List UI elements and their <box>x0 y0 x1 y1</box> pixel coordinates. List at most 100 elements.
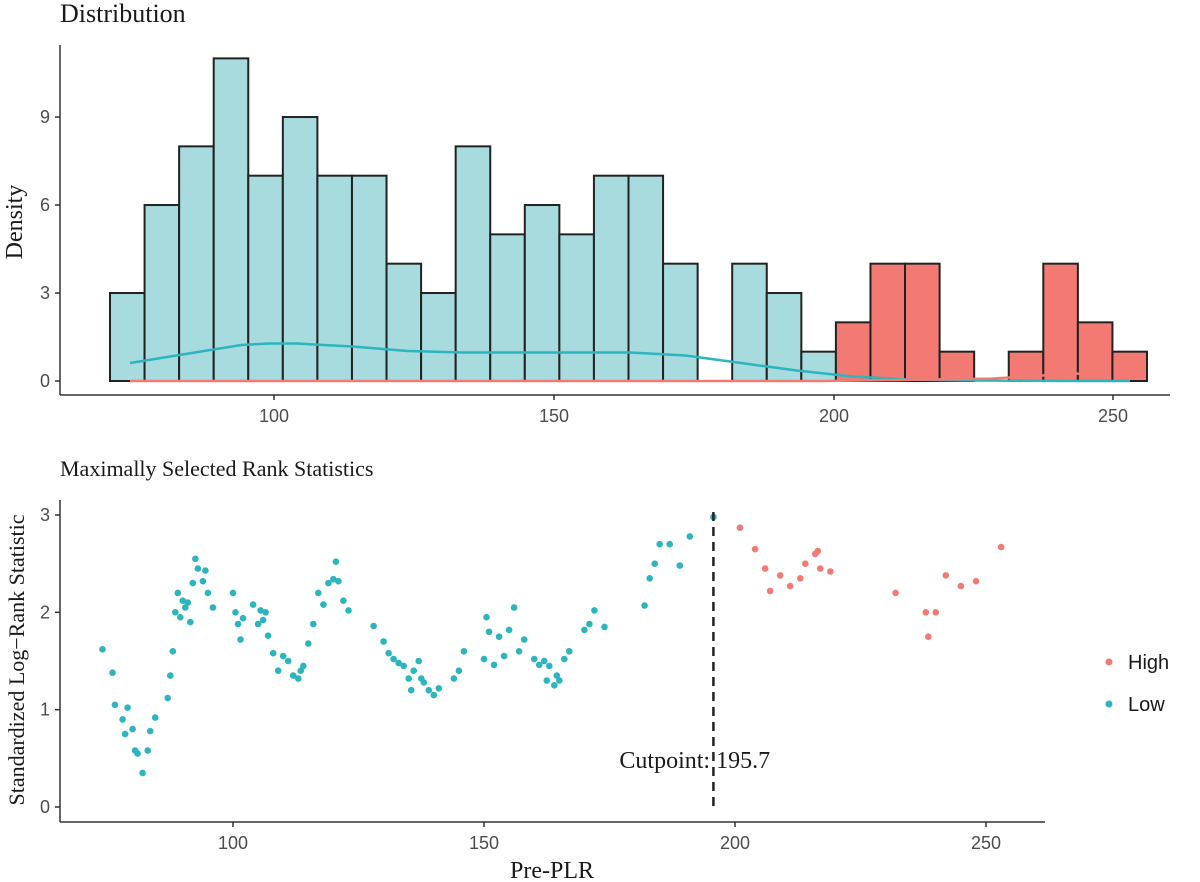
scatter-point-low-70 <box>420 679 428 686</box>
scatter-point-low-100 <box>601 623 608 631</box>
distribution-y-tick-label: 3 <box>40 283 50 303</box>
rank-statistics-panel: Maximally Selected Rank Statistics Stand… <box>4 456 1169 882</box>
scatter-point-low-97 <box>581 626 588 634</box>
scatter-point-low-62 <box>390 655 397 663</box>
cutpoint-marker: Cutpoint: 195.7 <box>619 512 770 810</box>
scatter-point-low-46 <box>295 675 302 682</box>
scatter-point-low-51 <box>315 589 322 597</box>
legend-label-low: Low <box>1128 694 1165 716</box>
scatter-point-low-24 <box>192 555 199 563</box>
scatter-point-low-57 <box>340 597 347 604</box>
scatter-point-low-67 <box>410 667 418 674</box>
scatter-point-low-93 <box>553 672 561 679</box>
rank-statistics-x-tick-label: 100 <box>218 833 248 853</box>
scatter-point-low-32 <box>234 620 242 628</box>
scatter-point-low-94 <box>556 677 563 684</box>
scatter-point-low-36 <box>254 620 262 628</box>
scatter-point-low-105 <box>666 540 673 548</box>
legend-key-low <box>1105 700 1113 708</box>
scatter-point-low-38 <box>259 616 267 624</box>
scatter-point-high-19 <box>997 543 1005 551</box>
scatter-point-low-41 <box>269 649 277 657</box>
rank-statistics-y-tick-label: 2 <box>40 602 50 622</box>
scatter-point-low-101 <box>641 602 648 609</box>
scatter-point-low-76 <box>460 648 468 655</box>
scatter-point-low-34 <box>239 614 247 622</box>
scatter-point-high-3 <box>766 587 774 595</box>
scatter-point-low-92 <box>551 682 558 689</box>
distribution-x-tick-label: 100 <box>259 406 289 426</box>
scatter-point-low-52 <box>320 601 327 608</box>
scatter-point-low-20 <box>182 604 189 611</box>
scatter-point-low-0 <box>99 646 106 653</box>
scatter-point-low-106 <box>676 562 684 569</box>
scatter-point-low-102 <box>646 575 653 582</box>
distribution-panel: Distribution Density 0 3 6 9 100 150 200 250 <box>2 0 1170 426</box>
scatter-point-low-79 <box>485 628 493 636</box>
scatter-point-low-77 <box>480 655 488 663</box>
rank-statistics-y-tick-label: 1 <box>40 700 50 720</box>
scatter-point-high-7 <box>802 560 809 567</box>
scatter-point-low-54 <box>330 575 337 583</box>
scatter-point-high-5 <box>786 582 794 590</box>
scatter-point-low-86 <box>520 636 528 643</box>
scatter-point-low-72 <box>430 691 438 699</box>
histogram-bar-low-14 <box>592 174 630 382</box>
scatter-point-low-71 <box>425 686 433 694</box>
scatter-point-low-43 <box>279 652 287 660</box>
scatter-point-high-11 <box>827 568 834 575</box>
scatter-point-low-104 <box>656 540 663 548</box>
scatter-point-low-81 <box>495 633 503 640</box>
scatter-point-low-35 <box>249 601 257 608</box>
scatter-point-low-30 <box>229 589 237 597</box>
scatter-point-low-13 <box>164 694 171 702</box>
histogram-bar-high-3 <box>938 350 976 383</box>
distribution-title: Distribution <box>60 0 186 28</box>
histogram-bar-low-3 <box>212 57 250 383</box>
scatter-point-low-33 <box>237 636 244 643</box>
scatter-point-low-82 <box>500 652 508 660</box>
histogram-bar-low-12 <box>523 204 561 382</box>
scatter-point-low-16 <box>172 609 179 616</box>
scatter-point-low-5 <box>124 704 131 711</box>
histogram-bar-low-2 <box>178 145 215 382</box>
scatter-point-low-25 <box>194 565 202 572</box>
distribution-x-tick-label: 250 <box>1098 406 1128 426</box>
scatter-point-low-45 <box>289 672 297 679</box>
scatter-point-high-13 <box>922 609 930 616</box>
scatter-point-low-11 <box>146 727 154 735</box>
scatter-point-low-50 <box>310 620 317 628</box>
scatter-point-low-58 <box>345 607 352 614</box>
scatter-point-low-78 <box>483 613 490 621</box>
scatter-point-low-83 <box>505 626 513 634</box>
scatter-point-low-87 <box>530 655 538 663</box>
scatter-point-low-88 <box>535 661 543 669</box>
distribution-y-tick-label: 0 <box>40 371 50 391</box>
scatter-point-low-89 <box>540 657 548 665</box>
legend: High Low <box>1105 652 1169 716</box>
distribution-y-tick-label: 6 <box>40 195 50 215</box>
scatter-point-high-6 <box>797 575 804 582</box>
histogram-bar-low-6 <box>316 174 353 382</box>
scatter-point-low-42 <box>274 667 282 674</box>
scatter-point-high-14 <box>925 633 932 640</box>
density-curves <box>129 342 1130 383</box>
scatter-point-low-14 <box>167 672 174 679</box>
scatter-point-high-18 <box>972 577 980 585</box>
scatter-point-low-80 <box>490 661 498 669</box>
rank-statistics-y-tick-label: 3 <box>40 505 50 525</box>
rank-statistics-x-axis-label: Pre-PLR <box>510 858 594 882</box>
scatter-point-low-73 <box>435 685 443 692</box>
histogram-bar-low-0 <box>109 292 146 383</box>
histogram-bar-high-5 <box>1042 262 1079 382</box>
scatter-point-low-12 <box>151 714 159 721</box>
scatter-point-high-4 <box>776 572 784 579</box>
scatter-point-low-68 <box>415 657 423 665</box>
rank-statistics-x-tick-label: 250 <box>971 833 1001 853</box>
scatter-point-low-3 <box>119 716 126 723</box>
scatter-point-low-18 <box>177 613 184 621</box>
scatter-point-high-16 <box>942 572 950 579</box>
scatter-point-high-9 <box>814 547 822 555</box>
